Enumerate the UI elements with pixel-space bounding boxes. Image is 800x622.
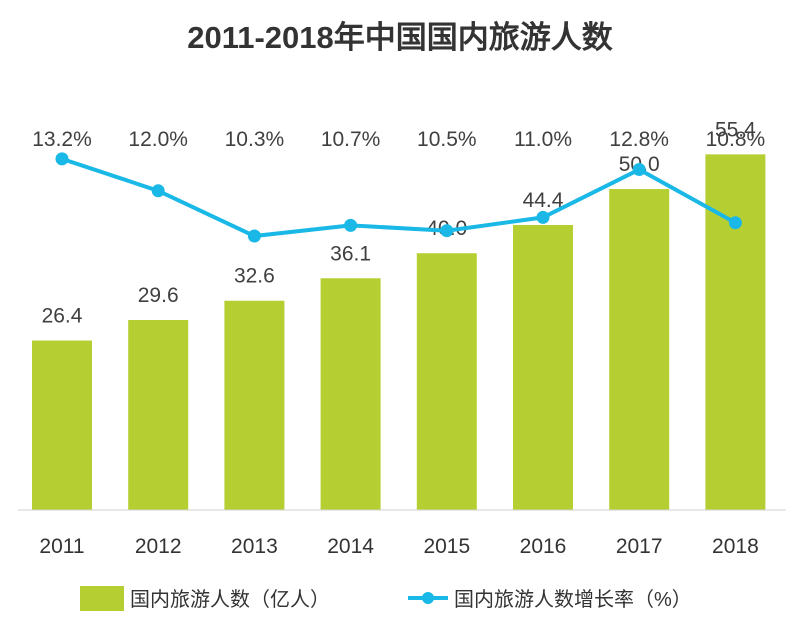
- bar-value-label-2018: 55.4: [715, 118, 756, 141]
- legend-line-label: 国内旅游人数增长率（%）: [454, 588, 692, 611]
- x-tick-2013: 2013: [231, 535, 278, 558]
- bar-value-label-2012: 29.6: [138, 284, 179, 307]
- bar-value-label-2013: 32.6: [234, 265, 275, 288]
- legend-bar-label: 国内旅游人数（亿人）: [130, 588, 330, 611]
- x-tick-2014: 2014: [327, 535, 374, 558]
- x-tick-2011: 2011: [39, 535, 84, 558]
- chart-title: 2011-2018年中国国内旅游人数: [187, 20, 613, 55]
- growth-rate-line: [61, 156, 737, 239]
- bar-2011: [32, 340, 92, 510]
- bar-value-label-2014: 36.1: [330, 242, 371, 265]
- growth-point-2012: [151, 184, 165, 198]
- bar-value-label-2011: 26.4: [42, 305, 83, 328]
- growth-value-label-2018: 10.8%: [706, 128, 766, 151]
- bar-2016: [513, 224, 573, 510]
- x-tick-2016: 2016: [520, 535, 567, 558]
- growth-value-label-2011: 13.2%: [32, 128, 92, 151]
- growth-value-label-2015: 10.5%: [417, 128, 477, 151]
- bars-layer: 26.429.632.636.140.044.450.055.4: [32, 118, 766, 510]
- growth-value-label-2014: 10.7%: [321, 128, 381, 151]
- x-tick-2015: 2015: [423, 535, 470, 558]
- growth-point-2015: [440, 224, 454, 238]
- bar-2018: [705, 154, 766, 510]
- bar-2013: [224, 300, 285, 510]
- growth-value-label-2012: 12.0%: [128, 128, 188, 151]
- x-tick-2017: 2017: [616, 535, 663, 558]
- growth-value-label-2013: 10.3%: [225, 128, 285, 151]
- growth-point-2017: [632, 163, 646, 177]
- growth-point-2013: [247, 229, 261, 243]
- growth-point-2014: [344, 218, 358, 232]
- bar-2015: [416, 253, 477, 510]
- legend: 国内旅游人数（亿人） 国内旅游人数增长率（%）: [80, 586, 692, 611]
- growth-point-2016: [536, 210, 550, 224]
- growth-value-label-2017: 12.8%: [609, 128, 669, 151]
- growth-point-2011: [55, 152, 69, 166]
- x-tick-2018: 2018: [712, 535, 759, 558]
- growth-point-2018: [728, 216, 742, 230]
- growth-value-label-2016: 11.0%: [514, 128, 572, 151]
- bar-2012: [128, 319, 189, 510]
- x-tick-2012: 2012: [135, 535, 182, 558]
- x-tick-labels: 2011 2012 2013 2014 2015 2016 2017 2018: [39, 535, 758, 558]
- bar-value-label-2016: 44.4: [523, 189, 564, 212]
- growth-line-layer: 13.2% 12.0% 10.3% 10.7% 10.5% 11.0% 12.8% 10.8%: [32, 128, 765, 243]
- bar-2017: [609, 189, 670, 510]
- bar-2014: [320, 278, 381, 510]
- legend-line-marker: [422, 592, 434, 604]
- legend-bar-swatch: [80, 586, 124, 611]
